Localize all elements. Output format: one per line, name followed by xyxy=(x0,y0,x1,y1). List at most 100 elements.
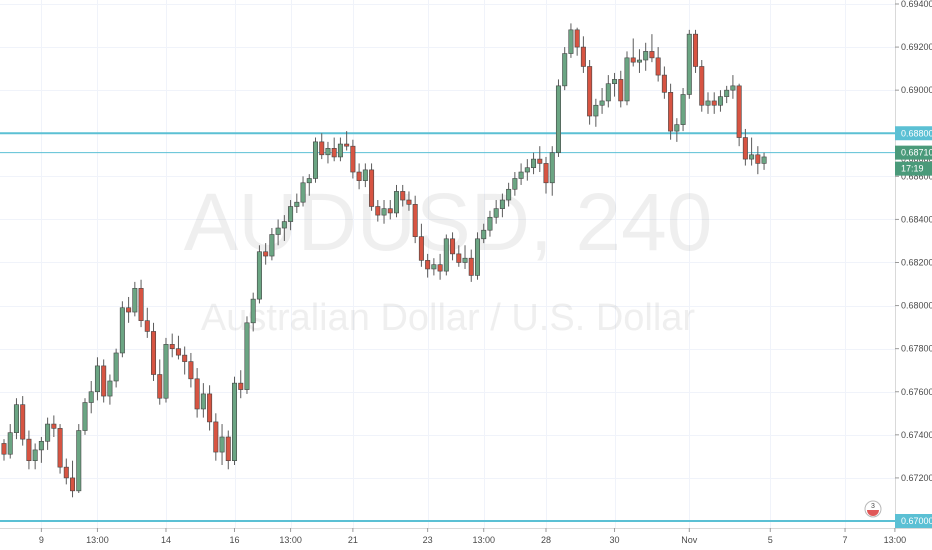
candle xyxy=(26,430,32,470)
candle xyxy=(244,316,250,394)
candle-body xyxy=(456,253,462,263)
candle-body xyxy=(375,206,381,216)
candle xyxy=(661,66,667,99)
candle-body xyxy=(387,208,393,214)
time-axis-label: 7 xyxy=(843,535,848,545)
candle xyxy=(643,42,649,71)
candle xyxy=(213,413,219,461)
candle-body xyxy=(1,443,7,455)
candle-body xyxy=(381,208,387,216)
candle xyxy=(88,380,94,414)
candle xyxy=(163,337,169,403)
candle-body xyxy=(57,428,63,468)
candle xyxy=(574,27,580,56)
candle xyxy=(157,359,163,405)
candle-body xyxy=(51,423,57,429)
price-axis-label: 0.69200 xyxy=(901,42,932,52)
price-labels: 0.68800 0.67000 0.68710 17:19 xyxy=(895,126,932,528)
candle-body xyxy=(406,199,412,205)
candle-body xyxy=(668,92,674,132)
candle xyxy=(761,152,767,170)
candle xyxy=(462,245,468,269)
candle xyxy=(207,385,213,431)
candle-body xyxy=(175,348,181,356)
candle xyxy=(7,424,13,459)
candle xyxy=(331,137,337,162)
candle xyxy=(138,279,144,328)
candle xyxy=(101,359,107,403)
candle xyxy=(450,232,456,261)
candle xyxy=(375,200,381,222)
candle xyxy=(624,51,630,106)
price-axis-label: 0.68200 xyxy=(901,258,932,268)
candle xyxy=(238,370,244,399)
candle-body xyxy=(531,158,537,169)
events-badge-count: 3 xyxy=(871,503,875,510)
candle xyxy=(232,376,238,465)
time-axis[interactable]: 9 13:00 14 16 13:00 21 23 13:00 28 30 Nov 5 7 13:00 xyxy=(0,528,932,550)
time-axis-label: 16 xyxy=(230,535,240,545)
candle xyxy=(406,191,412,211)
candle xyxy=(612,72,618,97)
candle xyxy=(543,156,549,194)
candle xyxy=(531,152,537,175)
candle-body xyxy=(730,85,736,91)
candle xyxy=(537,146,543,173)
candle xyxy=(119,301,125,358)
candle-body xyxy=(661,74,667,93)
candle xyxy=(717,90,723,112)
candle-body xyxy=(306,178,312,184)
candle-body xyxy=(636,59,642,63)
price-axis-label: 0.68000 xyxy=(901,301,932,311)
watermark-name: Australian Dollar / U.S. Dollar xyxy=(201,297,696,339)
candle xyxy=(649,34,655,63)
price-axis-label: 0.67200 xyxy=(901,473,932,483)
candle xyxy=(456,245,462,267)
candle xyxy=(512,172,518,196)
events-badge[interactable]: 3 xyxy=(864,500,882,518)
price-axis-label: 0.68400 xyxy=(901,214,932,224)
candle-body xyxy=(555,85,561,153)
candle xyxy=(1,439,7,461)
candle xyxy=(636,49,642,73)
candle xyxy=(618,70,624,108)
candle xyxy=(144,307,150,338)
candle xyxy=(337,137,343,162)
candle-body xyxy=(294,201,300,207)
candle xyxy=(319,133,325,160)
candle-body xyxy=(188,361,194,380)
candle-body xyxy=(481,229,487,240)
candle-body xyxy=(362,169,368,181)
candle xyxy=(369,163,375,211)
price-axis-label: 0.67400 xyxy=(901,430,932,440)
candle xyxy=(742,128,748,166)
candle xyxy=(76,424,82,493)
candle-body xyxy=(70,477,76,492)
candle-body xyxy=(512,178,518,190)
candle-body xyxy=(393,191,399,214)
candle-body xyxy=(506,188,512,201)
candle-body xyxy=(225,436,231,461)
candle-body xyxy=(269,234,275,257)
time-axis-label: 13:00 xyxy=(279,535,302,545)
candle-body xyxy=(680,94,686,125)
candle xyxy=(587,60,593,125)
candle-body xyxy=(207,393,213,423)
candle-body xyxy=(200,393,206,410)
candle-body xyxy=(755,154,761,164)
candle-body xyxy=(119,307,125,354)
price-axis[interactable]: 0.69400 0.69200 0.69000 0.68800 0.68600 0.684… xyxy=(895,0,932,550)
candle-body xyxy=(468,257,474,276)
candle-body xyxy=(94,365,100,393)
candle-body xyxy=(618,79,624,102)
price-axis-label: 0.69400 xyxy=(901,0,932,9)
candle-body xyxy=(151,331,157,375)
candle-body xyxy=(649,51,655,59)
time-axis-label: 13:00 xyxy=(884,535,907,545)
candle-body xyxy=(742,137,748,160)
candle-body xyxy=(213,421,219,453)
candle xyxy=(443,234,449,276)
candle xyxy=(20,396,26,446)
candle-body xyxy=(238,382,244,390)
